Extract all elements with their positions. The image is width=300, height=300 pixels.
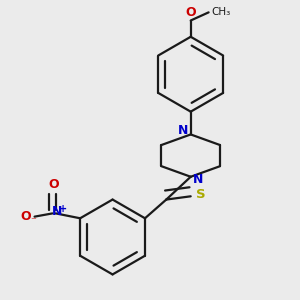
- Text: +: +: [59, 203, 67, 214]
- Text: O: O: [49, 178, 59, 190]
- Text: O: O: [21, 210, 31, 223]
- Text: S: S: [196, 188, 205, 201]
- Text: N: N: [52, 205, 62, 218]
- Text: N: N: [193, 173, 203, 186]
- Text: ⁻: ⁻: [30, 217, 36, 226]
- Text: O: O: [185, 6, 196, 19]
- Text: CH₃: CH₃: [212, 8, 231, 17]
- Text: N: N: [178, 124, 189, 137]
